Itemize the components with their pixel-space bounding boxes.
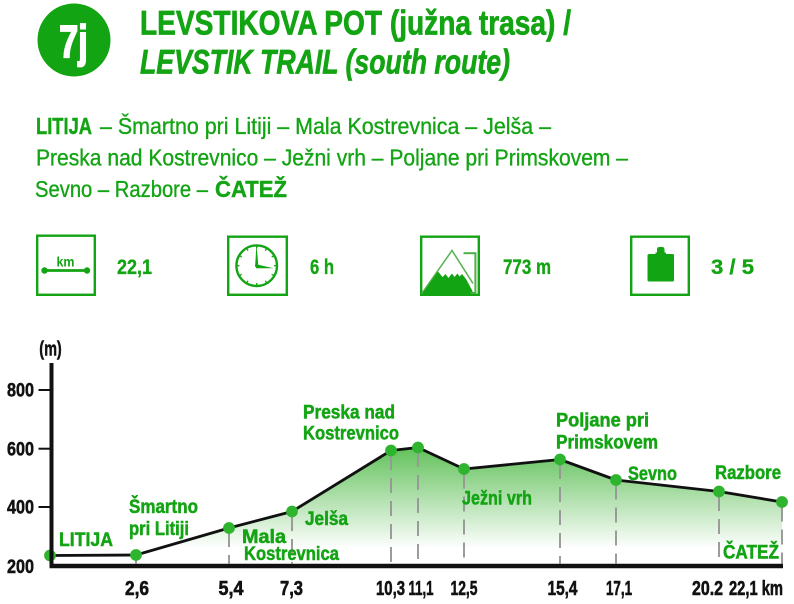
svg-text:LEVSTIKOVA POT (južna trasa) /: LEVSTIKOVA POT (južna trasa) /	[140, 5, 571, 43]
svg-text:(m): (m)	[39, 338, 62, 361]
svg-text:7j: 7j	[59, 16, 88, 67]
svg-text:Kostrevnico: Kostrevnico	[303, 424, 399, 445]
svg-text:200: 200	[7, 557, 34, 578]
svg-text:2,6: 2,6	[125, 578, 149, 600]
svg-text:Sevno – Razbore –: Sevno – Razbore –	[35, 176, 209, 202]
svg-text:Preska nad Kostrevnico – Ježni: Preska nad Kostrevnico – Ježni vrh – Pol…	[36, 145, 629, 171]
svg-text:20.2: 20.2	[692, 578, 723, 600]
svg-text:800: 800	[7, 381, 34, 402]
svg-text:6 h: 6 h	[310, 256, 334, 279]
svg-text:3 / 5: 3 / 5	[711, 256, 754, 279]
svg-text:Šmartno: Šmartno	[129, 496, 198, 518]
svg-text:5,4: 5,4	[219, 578, 245, 600]
svg-text:Mala: Mala	[242, 527, 286, 548]
svg-text:15,4: 15,4	[548, 578, 579, 600]
svg-text:400: 400	[7, 498, 34, 519]
svg-text:km: km	[57, 254, 75, 270]
svg-text:LITIJA: LITIJA	[59, 530, 113, 551]
svg-text:11,1: 11,1	[409, 578, 434, 600]
svg-text:Preska nad: Preska nad	[303, 403, 395, 424]
svg-text:773 m: 773 m	[503, 256, 551, 279]
svg-text:Ježni vrh: Ježni vrh	[462, 489, 532, 510]
svg-text:22,1: 22,1	[117, 256, 152, 279]
svg-text:ČATEŽ: ČATEŽ	[215, 175, 287, 202]
svg-text:22,1 km: 22,1 km	[729, 578, 783, 600]
svg-text:Razbore: Razbore	[715, 463, 781, 484]
svg-text:600: 600	[7, 440, 34, 461]
svg-text:7,3: 7,3	[280, 578, 303, 600]
svg-text:Sevno: Sevno	[628, 464, 677, 485]
svg-text:Kostrevnica: Kostrevnica	[244, 544, 339, 565]
svg-text:Jelša: Jelša	[305, 509, 348, 530]
svg-text:12,5: 12,5	[451, 578, 478, 600]
svg-text:10,3: 10,3	[376, 578, 405, 600]
svg-text:LITIJA: LITIJA	[36, 113, 92, 139]
svg-text:LEVSTIK TRAIL (south route): LEVSTIK TRAIL (south route)	[140, 44, 510, 82]
svg-text:pri Litiji: pri Litiji	[129, 519, 189, 540]
svg-text:– Šmartno pri Litiji – Mala Ko: – Šmartno pri Litiji – Mala Kostrevnica …	[100, 112, 552, 139]
svg-text:ČATEŽ: ČATEŽ	[723, 542, 779, 564]
svg-text:Poljane pri: Poljane pri	[556, 411, 649, 432]
svg-text:Primskovem: Primskovem	[556, 433, 658, 454]
svg-text:17,1: 17,1	[606, 578, 632, 600]
